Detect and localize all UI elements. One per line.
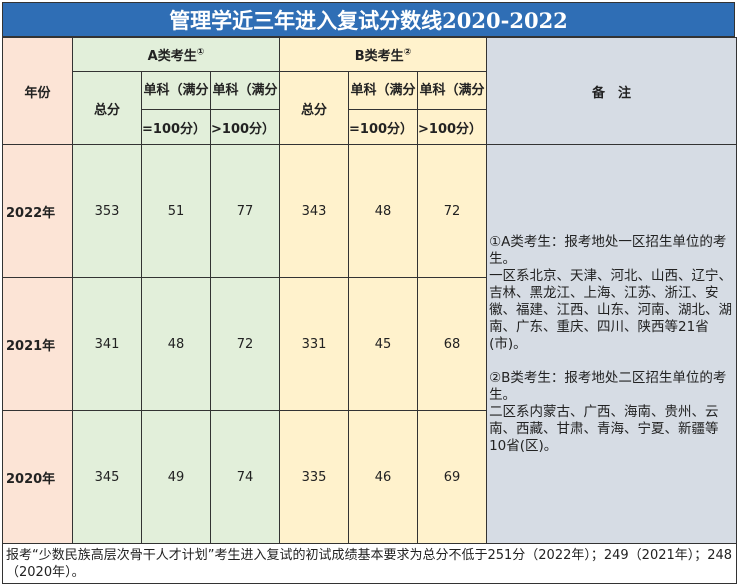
- b-gt100-cell: 68: [417, 277, 488, 411]
- year-cell: 2021年: [2, 277, 73, 411]
- a-total-cell: 345: [72, 410, 142, 544]
- a-eq100-cell: 48: [141, 277, 211, 411]
- note-b-title: ②B类考生：报考地处二区招生单位的考生。: [489, 369, 727, 403]
- a-total-cell: 353: [72, 144, 142, 278]
- header-a-gt100: >100分）: [209, 109, 281, 145]
- year-cell: 2020年: [2, 410, 73, 544]
- group-b-mark: ②: [403, 47, 412, 58]
- header-b-single-2: 单科（满分: [417, 71, 488, 110]
- table-row: 2022年 353 51 77 343 48 72 ①A类考生：报考地处一区招生…: [2, 144, 738, 544]
- table-row: 2021年 341 48 72 331 45 68: [2, 277, 737, 411]
- b-gt100-cell: 69: [417, 410, 488, 544]
- group-a-mark: ①: [196, 47, 205, 58]
- b-eq100-cell: 46: [348, 410, 419, 544]
- header-b-eq100: =100分）: [348, 109, 419, 145]
- b-total-cell: 343: [279, 144, 350, 278]
- a-eq100-cell: 49: [141, 410, 211, 544]
- a-gt100-cell: 72: [209, 277, 281, 411]
- a-gt100-cell: 77: [209, 144, 281, 278]
- group-b-label: B类考生: [354, 49, 404, 64]
- group-a-label: A类考生: [147, 49, 197, 64]
- footer-note: 报考“少数民族高层次骨干人才计划”考生进入复试的初试成绩基本要求为总分不低于25…: [1, 543, 738, 584]
- note-b-regions: 二区系内蒙古、广西、海南、贵州、云南、西藏、甘肃、青海、宁夏、新疆等10省(区)…: [489, 403, 719, 454]
- notes-cell: ①A类考生：报考地处一区招生单位的考生。 一区系北京、天津、河北、山西、辽宁、吉…: [486, 144, 738, 544]
- header-group-b: B类考生②: [279, 37, 488, 72]
- note-a-regions: 一区系北京、天津、河北、山西、辽宁、吉林、黑龙江、上海、江苏、浙江、安徽、福建、…: [489, 267, 733, 352]
- header-a-eq100: =100分）: [141, 109, 211, 145]
- b-gt100-cell: 72: [417, 144, 488, 278]
- sheet-title: 管理学近三年进入复试分数线2020-2022: [2, 2, 735, 37]
- header-b-gt100: >100分）: [417, 109, 488, 145]
- b-eq100-cell: 48: [348, 144, 419, 278]
- table-row: 2020年 345 49 74 335 46 69: [2, 410, 737, 544]
- header-notes: 备 注: [486, 37, 738, 145]
- b-eq100-cell: 45: [348, 277, 419, 411]
- a-total-cell: 341: [72, 277, 142, 411]
- header-b-single-1: 单科（满分: [348, 71, 419, 110]
- header-a-single-2: 单科（满分: [209, 71, 281, 110]
- header-group-a: A类考生①: [71, 37, 281, 72]
- header-a-total: 总分: [72, 71, 142, 145]
- score-table: 年份 A类考生① B类考生② 备 注 总分 单科（满分 单科（满分 总分 单科（…: [1, 37, 738, 584]
- b-total-cell: 331: [279, 277, 350, 411]
- a-gt100-cell: 74: [209, 410, 281, 544]
- note-a-title: ①A类考生：报考地处一区招生单位的考生。: [489, 233, 727, 267]
- header-b-total: 总分: [279, 71, 350, 145]
- a-eq100-cell: 51: [141, 144, 211, 278]
- b-total-cell: 335: [279, 410, 350, 544]
- header-year: 年份: [2, 37, 73, 145]
- header-a-single-1: 单科（满分: [141, 71, 211, 110]
- year-cell: 2022年: [2, 144, 73, 278]
